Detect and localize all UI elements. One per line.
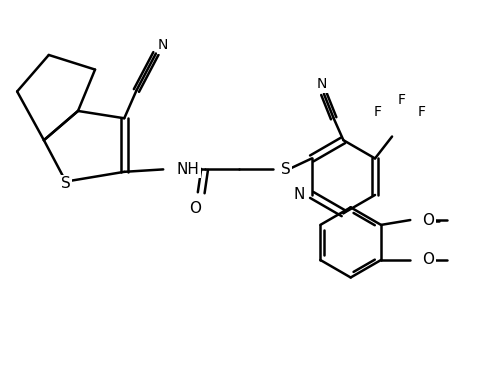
- Text: S: S: [281, 162, 291, 177]
- Text: O: O: [189, 201, 201, 216]
- Text: N: N: [158, 38, 168, 52]
- Text: F: F: [417, 105, 425, 119]
- Text: S: S: [61, 177, 71, 191]
- Text: N: N: [293, 187, 305, 202]
- Text: O: O: [423, 252, 434, 268]
- Text: N: N: [316, 77, 327, 91]
- Text: F: F: [373, 105, 381, 119]
- Text: F: F: [398, 93, 406, 107]
- Text: NH: NH: [177, 162, 200, 177]
- Text: O: O: [423, 213, 434, 227]
